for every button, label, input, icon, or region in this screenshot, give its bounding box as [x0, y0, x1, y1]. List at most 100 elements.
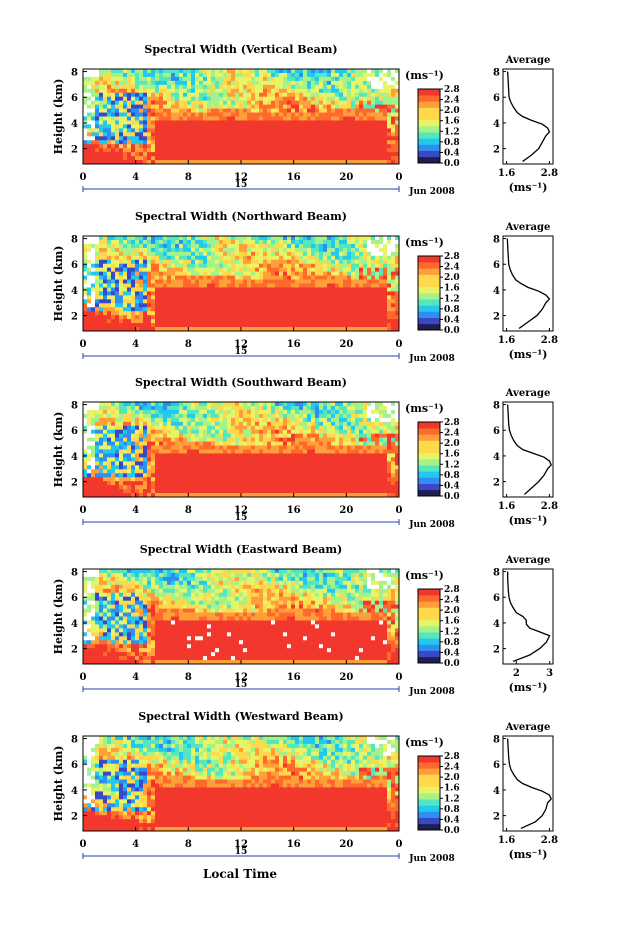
- heatmap-cell: [375, 279, 380, 284]
- heatmap-cell: [287, 160, 292, 165]
- heatmap-cell: [387, 104, 392, 109]
- heatmap-cell: [131, 263, 136, 269]
- heatmap-cell: [183, 417, 188, 423]
- heatmap-cell: [199, 124, 204, 129]
- heatmap-cell: [167, 315, 172, 320]
- heatmap-cell: [151, 453, 156, 458]
- heatmap-cell: [103, 469, 108, 474]
- heatmap-cell: [303, 160, 308, 165]
- heatmap-cell: [103, 140, 108, 145]
- heatmap-cell: [147, 457, 152, 462]
- heatmap-cell: [163, 132, 168, 137]
- heatmap-cell: [215, 461, 220, 466]
- heatmap-cell: [231, 405, 236, 411]
- heatmap-cell: [211, 160, 216, 165]
- heatmap-cell: [143, 128, 148, 133]
- heatmap-cell: [151, 405, 156, 411]
- heatmap-cell: [107, 124, 112, 129]
- heatmap-cell: [335, 112, 340, 117]
- heatmap-cell: [247, 445, 252, 450]
- heatmap-cell: [383, 291, 388, 296]
- heatmap-cell: [139, 295, 144, 300]
- heatmap-cell: [139, 327, 144, 332]
- heatmap-cell: [167, 461, 172, 466]
- heatmap-cell: [339, 100, 344, 105]
- heatmap-cell: [315, 76, 320, 82]
- heatmap-cell: [319, 160, 324, 165]
- heatmap-cell: [179, 80, 184, 86]
- heatmap-cell: [171, 493, 176, 498]
- heatmap-cell: [183, 104, 188, 109]
- heatmap-cell: [195, 441, 200, 446]
- heatmap-cell: [171, 160, 176, 165]
- heatmap-cell: [363, 136, 368, 141]
- heatmap-cell: [355, 236, 360, 241]
- heatmap-cell: [251, 112, 256, 117]
- heatmap-cell: [223, 413, 228, 419]
- heatmap-cell: [219, 405, 224, 411]
- heatmap-cell: [319, 144, 324, 149]
- average-x-label: (ms⁻¹): [509, 181, 548, 194]
- heatmap-cell: [91, 279, 96, 284]
- heatmap-cell: [143, 88, 148, 94]
- heatmap-cell: [311, 140, 316, 145]
- heatmap-cell: [211, 239, 216, 245]
- heatmap-cell: [91, 76, 96, 82]
- heatmap-cell: [375, 239, 380, 245]
- heatmap-cell: [95, 120, 100, 125]
- heatmap-cell: [327, 140, 332, 145]
- heatmap-cell: [287, 92, 292, 98]
- heatmap-cell: [103, 100, 108, 105]
- heatmap-cell: [187, 116, 192, 121]
- heatmap-cell: [295, 247, 300, 253]
- heatmap-cell: [179, 104, 184, 109]
- heatmap-cell: [159, 327, 164, 332]
- heatmap-cell: [99, 315, 104, 320]
- heatmap-cell: [103, 69, 108, 74]
- heatmap-cell: [347, 80, 352, 86]
- heatmap-cell: [343, 243, 348, 249]
- heatmap-cell: [279, 283, 284, 288]
- heatmap-cell: [127, 425, 132, 431]
- heatmap-cell: [135, 402, 140, 407]
- heatmap-cell: [195, 116, 200, 121]
- heatmap-cell: [143, 327, 148, 332]
- heatmap-cell: [151, 124, 156, 129]
- heatmap-cell: [395, 239, 400, 245]
- heatmap-cell: [83, 319, 88, 324]
- heatmap-cell: [127, 402, 132, 407]
- heatmap-cell: [359, 263, 364, 269]
- heatmap-cell: [139, 239, 144, 245]
- heatmap-cell: [259, 239, 264, 245]
- heatmap-cell: [155, 461, 160, 466]
- heatmap-cell: [187, 239, 192, 245]
- heatmap-cell: [211, 69, 216, 74]
- heatmap-cell: [111, 112, 116, 117]
- heatmap-cell: [219, 477, 224, 482]
- heatmap-cell: [231, 148, 236, 153]
- colorbar-tick-label: 1.6: [444, 284, 460, 294]
- heatmap-cell: [275, 120, 280, 125]
- heatmap-cell: [387, 136, 392, 141]
- heatmap-cell: [355, 136, 360, 141]
- heatmap-cell: [191, 128, 196, 133]
- heatmap-cell: [367, 319, 372, 324]
- heatmap-cell: [191, 481, 196, 486]
- heatmap-cell: [191, 140, 196, 145]
- heatmap-cell: [91, 457, 96, 462]
- heatmap-cell: [107, 429, 112, 435]
- heatmap-cell: [243, 76, 248, 82]
- heatmap-cell: [263, 283, 268, 288]
- heatmap-cell: [215, 327, 220, 332]
- heatmap-cell: [151, 465, 156, 470]
- heatmap-cell: [323, 100, 328, 105]
- heatmap-cell: [247, 120, 252, 125]
- heatmap-cell: [243, 311, 248, 316]
- heatmap-cell: [243, 243, 248, 249]
- heatmap-cell: [95, 283, 100, 288]
- heatmap-cell: [147, 481, 152, 486]
- heatmap-cell: [307, 251, 312, 257]
- heatmap-cell: [295, 283, 300, 288]
- heatmap-cell: [383, 120, 388, 125]
- heatmap-cell: [267, 128, 272, 133]
